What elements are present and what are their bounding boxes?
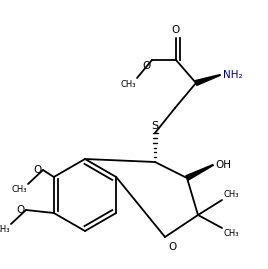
Polygon shape	[195, 75, 220, 85]
Text: O: O	[143, 61, 151, 71]
Polygon shape	[186, 165, 213, 180]
Text: O: O	[168, 242, 176, 252]
Text: O: O	[34, 165, 42, 175]
Text: CH₃: CH₃	[0, 225, 10, 234]
Text: CH₃: CH₃	[224, 229, 240, 238]
Text: CH₃: CH₃	[12, 185, 27, 194]
Text: CH₃: CH₃	[121, 80, 136, 89]
Text: O: O	[172, 25, 180, 35]
Text: O: O	[17, 205, 25, 215]
Text: CH₃: CH₃	[224, 190, 240, 199]
Text: NH₂: NH₂	[223, 70, 243, 80]
Text: S: S	[151, 121, 159, 131]
Text: OH: OH	[215, 160, 231, 170]
